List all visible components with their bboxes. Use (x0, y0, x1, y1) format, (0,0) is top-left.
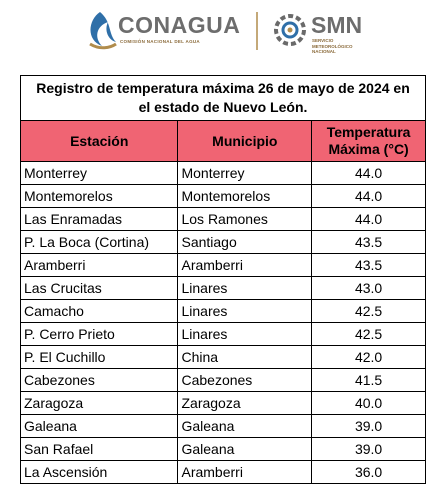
table-row: Las Crucitas Linares 43.0 (19, 276, 426, 300)
table-row: P. Cerro Prieto Linares 42.5 (19, 322, 426, 346)
municipality-cell: Cabezones (177, 368, 313, 392)
smn-icon-inner (281, 21, 299, 39)
municipality-cell: Linares (177, 276, 313, 300)
smn-icon (274, 14, 306, 46)
temperature-cell: 44.0 (311, 161, 426, 185)
temperature-cell: 43.0 (311, 276, 426, 300)
municipality-cell: Galeana (177, 414, 313, 438)
table-row: Camacho Linares 42.5 (19, 299, 426, 323)
smn-icon-core (287, 27, 293, 33)
table-row: Zaragoza Zaragoza 40.0 (19, 391, 426, 415)
conagua-icon (90, 12, 116, 46)
logo-icons (89, 12, 306, 50)
municipality-cell: Aramberri (177, 460, 313, 484)
table-row: Las Enramadas Los Ramones 44.0 (19, 207, 426, 231)
conagua-subtitle: COMISIÓN NACIONAL DEL AGUA (120, 39, 200, 44)
table-body: Monterrey Monterrey 44.0 Montemorelos Montem… (19, 161, 426, 484)
table-row: Galeana Galeana 39.0 (19, 414, 426, 438)
temperature-cell: 42.5 (311, 322, 426, 346)
column-header: Temperatura Máxima (°C) (311, 120, 426, 162)
station-cell: Zaragoza (19, 391, 179, 415)
station-cell: P. El Cuchillo (19, 345, 179, 369)
station-cell: P. La Boca (Cortina) (19, 230, 179, 254)
table-title: Registro de temperatura máxima 26 de may… (20, 75, 426, 121)
column-header: Estación (19, 120, 179, 162)
station-cell: Aramberri (19, 253, 179, 277)
temperature-cell: 40.0 (311, 391, 426, 415)
conagua-wave (89, 42, 117, 50)
temperature-cell: 42.5 (311, 299, 426, 323)
station-cell: Camacho (19, 299, 179, 323)
temperature-cell: 41.5 (311, 368, 426, 392)
temperature-cell: 44.0 (311, 207, 426, 231)
station-cell: San Rafael (19, 437, 179, 461)
temperature-cell: 42.0 (311, 345, 426, 369)
temperature-cell: 43.5 (311, 253, 426, 277)
table-row: La Ascensión Aramberri 36.0 (19, 460, 426, 484)
municipality-cell: Linares (177, 322, 313, 346)
municipality-cell: Linares (177, 299, 313, 323)
temperature-table: Registro de temperatura máxima 26 de may… (19, 75, 426, 484)
station-cell: Las Crucitas (19, 276, 179, 300)
station-cell: P. Cerro Prieto (19, 322, 179, 346)
header-row: Estación Municipio Temperatura Máxima (°C) (19, 120, 426, 162)
station-cell: Cabezones (19, 368, 179, 392)
temperature-cell: 39.0 (311, 437, 426, 461)
table-row: Monterrey Monterrey 44.0 (19, 161, 426, 185)
municipality-cell: Aramberri (177, 253, 313, 277)
municipality-cell: Los Ramones (177, 207, 313, 231)
station-cell: Galeana (19, 414, 179, 438)
smn-subtitle: SERVICIO METEOROLÓGICO NACIONAL (312, 38, 353, 54)
smn-name: SMN (311, 12, 363, 38)
table-row: Montemorelos Montemorelos 44.0 (19, 184, 426, 208)
municipality-cell: Galeana (177, 437, 313, 461)
municipality-cell: Zaragoza (177, 391, 313, 415)
station-cell: Las Enramadas (19, 207, 179, 231)
temperature-cell: 36.0 (311, 460, 426, 484)
station-cell: Montemorelos (19, 184, 179, 208)
station-cell: Monterrey (19, 161, 179, 185)
municipality-cell: China (177, 345, 313, 369)
municipality-cell: Montemorelos (177, 184, 313, 208)
table-row: San Rafael Galeana 39.0 (19, 437, 426, 461)
column-header: Municipio (177, 120, 313, 162)
municipality-cell: Monterrey (177, 161, 313, 185)
conagua-name: CONAGUA (118, 12, 241, 38)
station-cell: La Ascensión (19, 460, 179, 484)
temperature-cell: 43.5 (311, 230, 426, 254)
table-row: P. La Boca (Cortina) Santiago 43.5 (19, 230, 426, 254)
logos: CONAGUA COMISIÓN NACIONAL DEL AGUA SMN S… (0, 0, 444, 60)
table-row: Aramberri Aramberri 43.5 (19, 253, 426, 277)
municipality-cell: Santiago (177, 230, 313, 254)
table-row: Cabezones Cabezones 41.5 (19, 368, 426, 392)
temperature-cell: 39.0 (311, 414, 426, 438)
table-row: P. El Cuchillo China 42.0 (19, 345, 426, 369)
temperature-cell: 44.0 (311, 184, 426, 208)
